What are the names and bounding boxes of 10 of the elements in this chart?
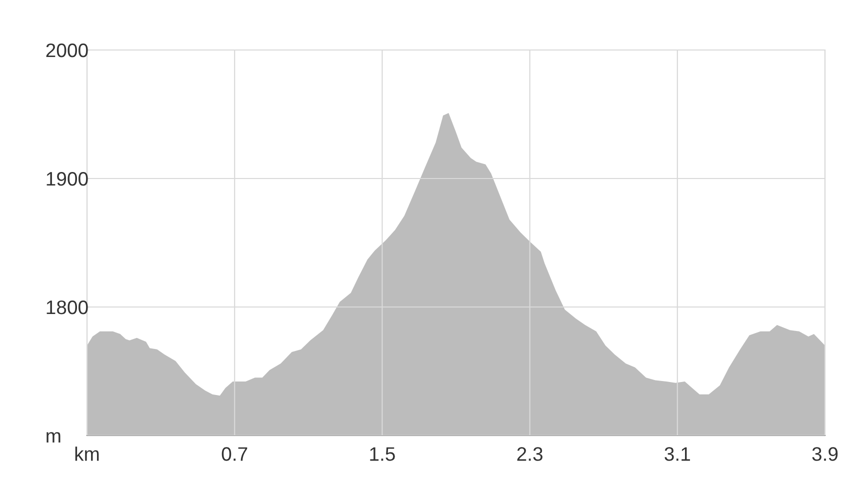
y-tick-label: m (46, 432, 60, 443)
x-tick-label: 2.3 (517, 447, 542, 461)
x-tick-label: 3.9 (812, 447, 838, 461)
x-tick-label: 0.7 (222, 447, 248, 461)
y-tick-label: 2000 (46, 43, 88, 58)
y-tick-label: 1900 (46, 172, 88, 186)
x-tick-label: km (75, 446, 99, 461)
x-tick-label: 3.1 (664, 447, 690, 461)
y-tick-label: 1800 (46, 300, 88, 314)
x-tick-label: 1.5 (370, 447, 395, 461)
